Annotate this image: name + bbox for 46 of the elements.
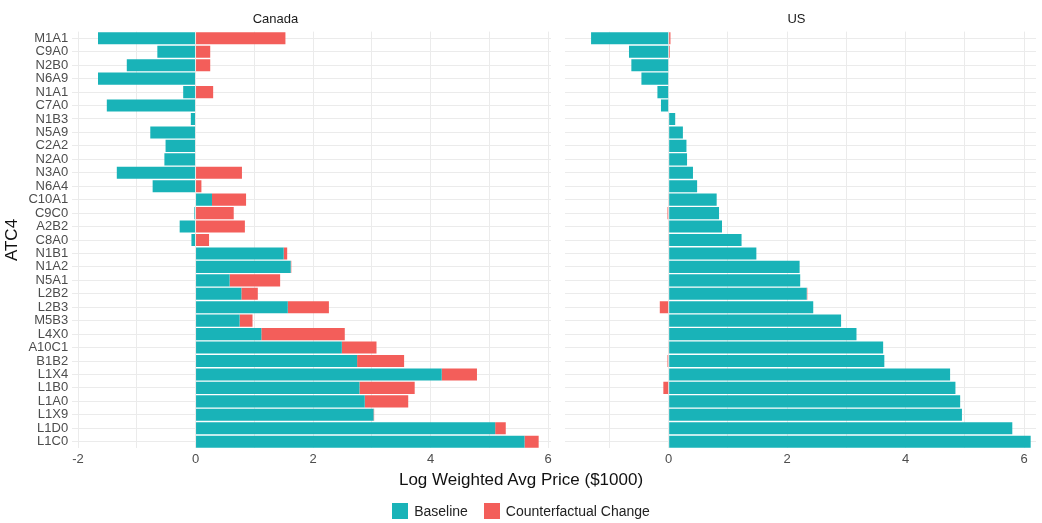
y-tick-label: N1A1 [35,83,69,99]
x-tick-label: 2 [309,450,317,466]
y-tick-label: B1B2 [36,352,69,368]
x-axis-title: Log Weighted Avg Price ($1000) [397,470,645,490]
y-tick-label: C10A1 [28,191,69,207]
y-tick-label: L1X9 [37,406,69,422]
y-tick-label: L4X0 [37,325,69,341]
y-tick-label: N6A4 [35,177,69,193]
x-tick-label: 4 [902,450,910,466]
y-tick-label: L2B3 [37,298,69,314]
x-tick-label: 2 [783,450,791,466]
y-tick-label: C7A0 [35,97,69,113]
y-tick-label: L1C0 [37,433,69,449]
y-tick-label: C9C0 [34,204,69,220]
y-tick-label: L1A0 [37,392,69,408]
x-tick-label: -2 [72,450,84,466]
legend-label: Baseline [414,503,468,519]
y-tick-label: L1D0 [37,419,69,435]
y-tick-label: L1B0 [37,379,69,395]
y-tick-label: N2B0 [35,56,69,72]
y-tick-label: L1X4 [37,366,69,382]
y-tick-label: N2A0 [35,150,69,166]
chart-title: US [787,11,806,27]
y-tick-label: A10C1 [28,339,69,355]
y-tick-label: N1B3 [35,110,69,126]
x-tick-label: 6 [1020,450,1028,466]
y-tick-label: M5B3 [34,312,69,328]
y-tick-label: A2B2 [36,218,69,234]
y-axis-title: ATC4 [1,218,21,262]
x-tick-label: 0 [665,450,673,466]
y-tick-label: L2B2 [37,285,69,301]
y-tick-label: N5A1 [35,271,69,287]
chart-title: Canada [252,11,300,27]
y-tick-label: C9A0 [35,43,69,59]
y-tick-label: C8A0 [35,231,69,247]
y-tick-label: N1B1 [35,245,69,261]
legend-label: Counterfactual Change [505,503,650,519]
y-tick-label: N5A9 [35,124,69,140]
y-tick-label: M1A1 [34,29,69,45]
x-tick-label: 6 [544,450,552,466]
x-tick-label: 4 [426,450,435,466]
y-tick-label: C2A2 [35,137,69,153]
y-tick-label: N6A9 [35,70,69,86]
x-tick-label: 0 [191,450,200,466]
y-tick-label: N3A0 [35,164,69,180]
y-tick-label: N1A2 [35,258,69,274]
